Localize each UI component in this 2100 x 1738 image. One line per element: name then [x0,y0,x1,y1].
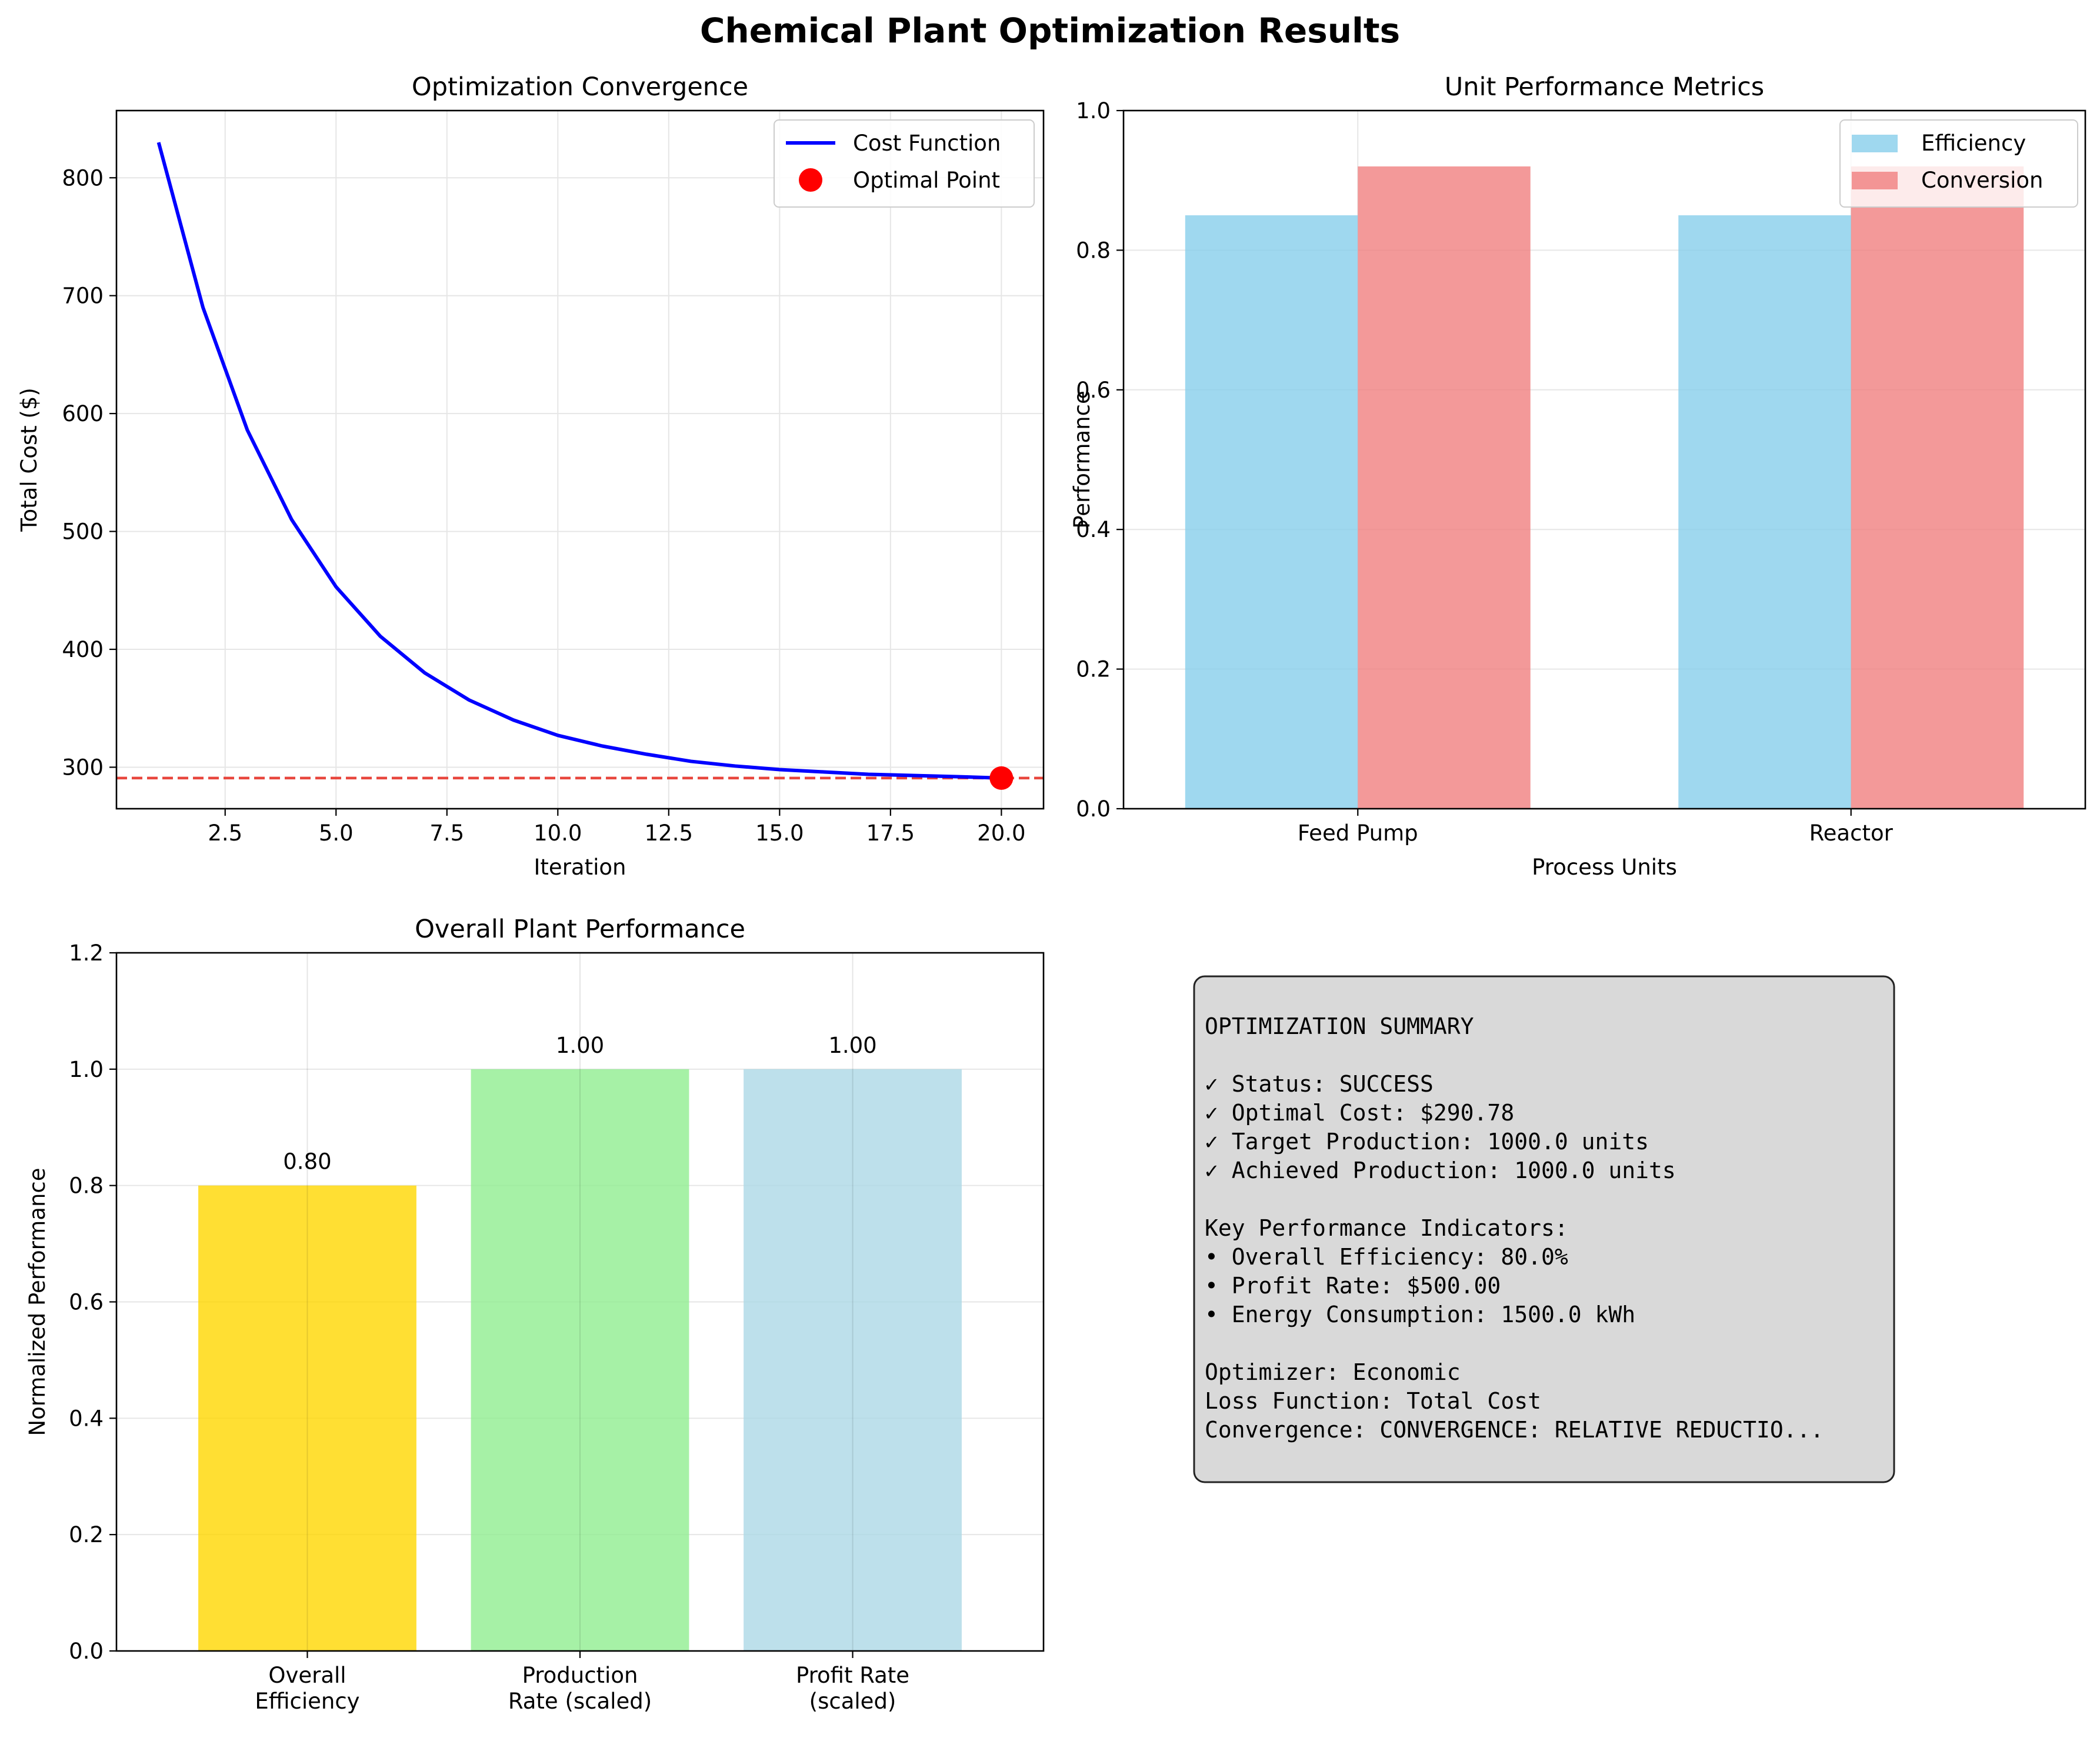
bar-efficiency-feed-pump [1185,215,1358,809]
y-tick-label: 700 [62,283,104,309]
figure-title: Chemical Plant Optimization Results [700,11,1400,51]
y-tick-label: 0.6 [69,1290,104,1315]
y-tick-label: 1.2 [69,940,104,966]
summary-line: ✓ Optimal Cost: $290.78 [1205,1100,1514,1126]
y-tick-label: 400 [62,637,104,662]
summary-line: Optimizer: Economic [1205,1359,1461,1385]
y-tick-label: 0.6 [1076,378,1111,403]
summary-line: Loss Function: Total Cost [1205,1388,1541,1414]
legend-label-cost-function: Cost Function [853,131,1001,156]
y-tick-label: 300 [62,755,104,780]
x-tick-label: Production [522,1663,638,1688]
legend-label-optimal-point: Optimal Point [853,168,1000,193]
y-tick-label: 0.0 [1076,796,1111,822]
legend: Cost Function Optimal Point [774,119,1035,208]
x-tick-label: 5.0 [319,820,354,846]
x-tick-label: Reactor [1809,820,1894,846]
y-tick-label: 0.8 [69,1173,104,1199]
summary-line: OPTIMIZATION SUMMARY [1205,1013,1474,1039]
bar-overall-0 [198,1185,416,1651]
summary-line: Key Performance Indicators: [1205,1215,1568,1241]
cost-function-line [156,142,1002,780]
x-tick-label: 12.5 [645,820,693,846]
legend: Efficiency Conversion [1839,119,2078,208]
bar-value-label: 1.00 [828,1033,876,1058]
x-tick-label: Rate (scaled) [508,1689,652,1714]
y-tick-label: 1.0 [1076,98,1111,124]
y-tick-label: 800 [62,165,104,191]
summary-box-background [1193,975,1895,1483]
y-axis-label: Total Cost ($) [16,388,42,532]
axes-frame [115,952,1045,1652]
chart-title: Optimization Convergence [412,72,748,102]
legend-swatch-efficiency [1852,135,1898,152]
summary-line: • Profit Rate: $500.00 [1205,1273,1501,1299]
y-tick-label: 0.4 [69,1406,104,1431]
legend-swatch-conversion [1852,172,1898,189]
chart-title: Unit Performance Metrics [1445,72,1764,102]
summary-line: ✓ Status: SUCCESS [1205,1071,1434,1097]
y-tick-label: 0.2 [69,1522,104,1547]
axes-frame [1122,109,2086,810]
bar-value-label: 0.80 [283,1149,331,1175]
x-tick-label: 20.0 [977,820,1025,846]
y-tick-label: 1.0 [69,1057,104,1082]
y-tick-label: 500 [62,519,104,545]
bar-conversion-feed-pump [1358,166,1531,809]
y-tick-label: 0.2 [1076,657,1111,682]
x-tick-label: 7.5 [429,820,464,846]
x-axis-label: Process Units [1532,855,1677,880]
convergence-chart: 2.5 5.0 7.5 10.0 12.5 15.0 17.5 20.0 300 400 500 60… [16,72,1045,880]
x-tick-label: Efficiency [255,1689,359,1714]
bar-efficiency-reactor [1678,215,1851,809]
optimization-summary-box: OPTIMIZATION SUMMARY ✓ Status: SUCCESS ✓ O… [1193,975,1895,1483]
y-tick-label: 0.0 [69,1639,104,1664]
bar-overall-2 [744,1069,962,1651]
x-tick-label: (scaled) [809,1689,896,1714]
unit-performance-chart: 0.0 0.2 0.4 0.6 0.8 1.0 Feed Pump Reactor Unit P… [1069,72,2086,880]
x-tick-label: 2.5 [208,820,242,846]
y-axis-label: Performance [1069,391,1095,528]
legend-label-conversion: Conversion [1921,168,2043,193]
bar-conversion-reactor [1851,166,2024,809]
summary-line: ✓ Target Production: 1000.0 units [1205,1129,1649,1155]
bar-value-label: 1.00 [556,1033,604,1058]
x-tick-label: Overall [268,1663,346,1688]
y-tick-label: 0.4 [1076,517,1111,542]
legend-swatch-optimal-point [799,168,822,192]
summary-line: • Overall Efficiency: 80.0% [1205,1244,1568,1270]
x-tick-label: Feed Pump [1298,820,1418,846]
x-tick-label: 15.0 [755,820,804,846]
overall-performance-chart: 0.0 0.2 0.4 0.6 0.8 1.0 1.2 0.80 1.00 1.00 Overall… [25,915,1045,1714]
x-tick-label: 10.0 [534,820,582,846]
x-tick-label: Profit Rate [796,1663,909,1688]
x-axis-label: Iteration [534,855,626,880]
y-axis-label: Normalized Performance [25,1167,50,1436]
y-tick-label: 600 [62,401,104,426]
summary-line: ✓ Achieved Production: 1000.0 units [1205,1157,1676,1183]
summary-line: • Energy Consumption: 1500.0 kWh [1205,1302,1635,1327]
x-tick-label: 17.5 [866,820,915,846]
optimal-point-marker [989,766,1014,790]
legend-frame [774,119,1035,208]
axes-frame [115,109,1045,810]
legend-frame [1839,119,2078,208]
legend-label-efficiency: Efficiency [1921,131,2026,156]
bar-overall-1 [471,1069,689,1651]
summary-line: Convergence: CONVERGENCE: RELATIVE REDUC… [1205,1417,1824,1443]
y-tick-label: 0.8 [1076,238,1111,263]
chart-title: Overall Plant Performance [415,915,745,944]
